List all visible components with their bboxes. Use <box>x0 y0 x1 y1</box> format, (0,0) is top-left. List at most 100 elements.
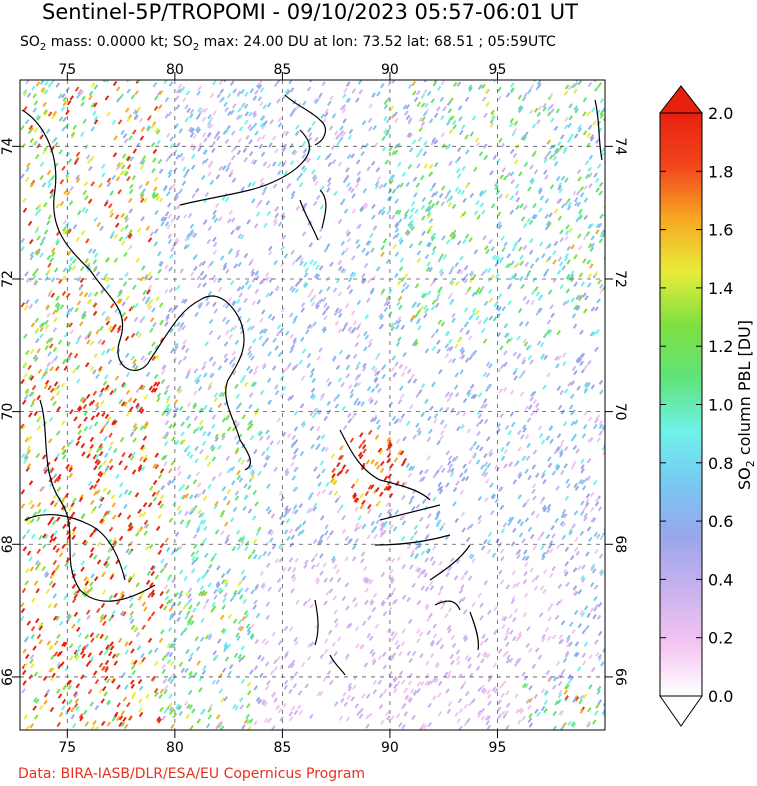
so2-pixel <box>531 123 537 129</box>
so2-pixel <box>178 406 184 412</box>
so2-pixel <box>304 683 310 689</box>
so2-pixel <box>452 124 457 130</box>
so2-pixel <box>454 711 459 718</box>
so2-pixel <box>235 252 240 258</box>
so2-pixel <box>124 271 129 278</box>
so2-pixel <box>134 90 139 96</box>
so2-pixel <box>158 104 163 110</box>
so2-pixel <box>88 90 94 96</box>
so2-pixel <box>398 418 404 424</box>
so2-pixel <box>223 641 228 648</box>
so2-pixel <box>389 322 395 328</box>
so2-pixel <box>213 392 219 398</box>
so2-pixel <box>146 570 152 576</box>
so2-pixel <box>154 661 159 667</box>
so2-pixel <box>228 209 234 216</box>
so2-pixel <box>36 394 41 401</box>
so2-pixel <box>36 516 41 522</box>
lon-label-top: 95 <box>489 62 507 78</box>
so2-pixel <box>218 80 224 85</box>
so2-pixel <box>156 397 161 403</box>
so2-pixel <box>224 582 229 588</box>
so2-pixel <box>103 560 108 567</box>
so2-pixel <box>399 182 404 188</box>
so2-pixel <box>140 355 145 361</box>
so2-pixel <box>475 444 481 450</box>
so2-pixel <box>199 449 204 455</box>
so2-pixel <box>395 341 401 347</box>
so2-pixel <box>21 587 27 594</box>
so2-pixel <box>163 389 169 396</box>
so2-pixel <box>264 661 270 667</box>
so2-pixel <box>246 284 252 291</box>
so2-pixel <box>355 497 360 504</box>
so2-pixel <box>286 433 292 439</box>
so2-pixel <box>246 630 252 636</box>
so2-pixel <box>564 177 569 183</box>
so2-pixel <box>55 240 60 246</box>
so2-pixel <box>32 705 37 711</box>
so2-pixel <box>400 324 406 331</box>
so2-pixel <box>166 224 171 230</box>
so2-pixel <box>473 249 479 255</box>
so2-pixel <box>80 649 85 656</box>
so2-pixel <box>77 334 82 341</box>
so2-pixel <box>44 275 49 282</box>
so2-pixel <box>198 687 203 693</box>
so2-pixel <box>264 685 270 691</box>
so2-pixel <box>307 292 312 299</box>
so2-pixel <box>544 213 549 220</box>
so2-pixel <box>33 127 39 134</box>
so2-pixel <box>394 223 400 229</box>
so2-pixel <box>322 562 327 568</box>
so2-pixel <box>177 359 183 365</box>
so2-pixel <box>353 382 359 388</box>
so2-pixel <box>251 549 256 555</box>
so2-pixel <box>528 713 533 719</box>
so2-pixel <box>521 359 526 365</box>
so2-pixel <box>524 405 529 411</box>
so2-pixel <box>240 459 246 465</box>
so2-pixel <box>212 552 218 558</box>
so2-pixel <box>168 702 173 708</box>
so2-pixel <box>127 453 133 459</box>
so2-pixel <box>497 224 503 230</box>
so2-pixel <box>39 80 45 85</box>
so2-pixel <box>181 325 187 331</box>
so2-pixel <box>587 707 592 713</box>
so2-pixel <box>229 169 234 175</box>
so2-pixel <box>543 708 548 714</box>
so2-pixel <box>75 151 81 157</box>
so2-pixel <box>157 260 163 266</box>
so2-pixel <box>352 492 357 498</box>
colorbar-extend-max <box>658 85 704 114</box>
so2-pixel <box>165 403 171 409</box>
so2-pixel <box>448 455 453 461</box>
so2-pixel <box>558 634 564 640</box>
so2-pixel <box>395 184 401 190</box>
so2-pixel <box>244 111 250 117</box>
so2-pixel <box>527 704 532 710</box>
so2-pixel <box>30 663 35 669</box>
so2-pixel <box>185 523 190 529</box>
so2-pixel <box>234 225 240 231</box>
so2-pixel <box>572 190 577 196</box>
lat-label-right: 74 <box>612 137 628 155</box>
so2-pixel <box>65 109 70 116</box>
so2-pixel <box>52 494 58 500</box>
so2-pixel <box>104 675 109 681</box>
so2-pixel <box>195 471 201 477</box>
so2-pixel <box>121 153 127 159</box>
so2-pixel <box>337 636 342 642</box>
so2-pixel <box>344 556 349 562</box>
so2-pixel <box>396 301 401 307</box>
so2-pixel <box>594 497 600 503</box>
so2-pixel <box>211 476 217 482</box>
so2-pixel <box>248 260 253 267</box>
so2-pixel <box>164 96 170 103</box>
so2-pixel <box>490 493 496 499</box>
so2-pixel <box>149 327 154 333</box>
so2-pixel <box>497 648 503 654</box>
so2-pixel <box>232 419 238 426</box>
so2-pixel <box>388 311 393 317</box>
